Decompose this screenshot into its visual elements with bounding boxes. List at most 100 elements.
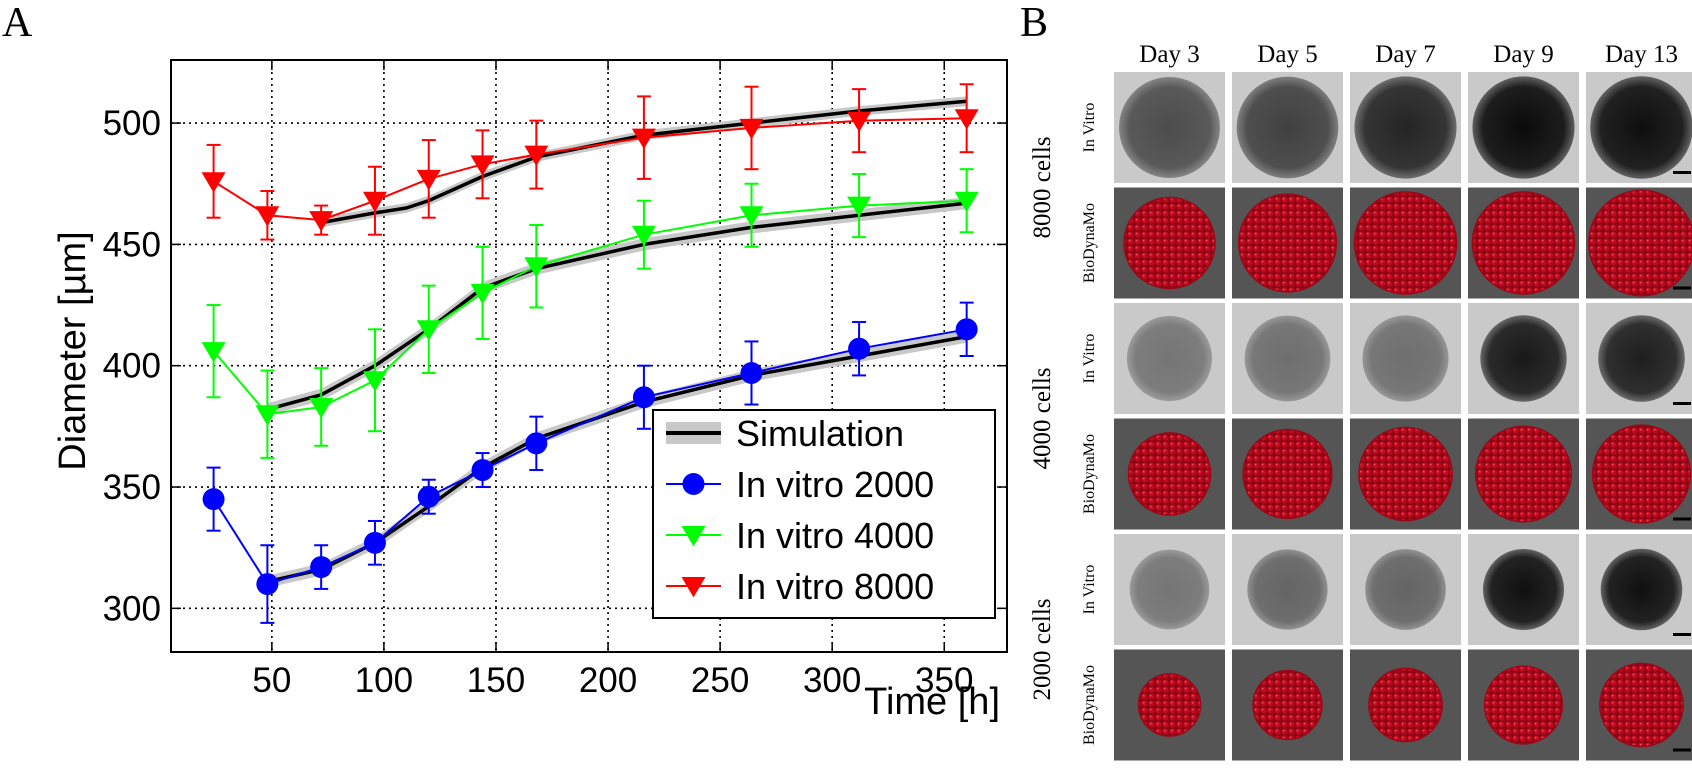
invitro-image-tile bbox=[1586, 303, 1692, 414]
data-point bbox=[310, 556, 333, 579]
model-image-tile bbox=[1114, 418, 1225, 530]
data-point bbox=[632, 386, 655, 409]
chart-legend: Simulation In vitro 2000 In vitro 4000 In v… bbox=[652, 409, 996, 619]
column-header: Day 7 bbox=[1375, 41, 1435, 68]
spheroid-photo bbox=[1129, 549, 1210, 630]
panel-letter-b: B bbox=[1020, 0, 1048, 46]
invitro-image-tile bbox=[1468, 72, 1579, 183]
spheroid-photo bbox=[1600, 548, 1683, 631]
legend-marker bbox=[682, 473, 705, 495]
data-point bbox=[309, 211, 334, 232]
spheroid-photo bbox=[1480, 315, 1567, 402]
invitro-image-tile bbox=[1114, 72, 1225, 183]
simulation-line bbox=[267, 334, 968, 584]
data-point bbox=[309, 397, 334, 419]
model-image-tile bbox=[1350, 649, 1461, 761]
spheroid-photo bbox=[1119, 77, 1220, 178]
data-point bbox=[739, 206, 764, 227]
spheroid-model bbox=[1242, 428, 1333, 520]
spheroid-model bbox=[1358, 426, 1453, 522]
y-tick-label: 300 bbox=[103, 589, 161, 628]
spheroid-model bbox=[1599, 662, 1684, 748]
column-header: Day 13 bbox=[1605, 41, 1678, 68]
data-point bbox=[255, 206, 280, 227]
invitro-image-tile bbox=[1350, 72, 1461, 183]
panel-letter-a: A bbox=[2, 0, 33, 46]
group-label: 2000 cells bbox=[1029, 598, 1056, 700]
y-axis-label: Diameter [µm] bbox=[52, 231, 94, 470]
invitro-image-tile bbox=[1232, 72, 1343, 183]
column-header: Day 3 bbox=[1139, 41, 1199, 68]
y-tick-label: 350 bbox=[103, 468, 161, 507]
y-tick-label: 500 bbox=[103, 104, 161, 143]
model-image-tile bbox=[1468, 187, 1579, 299]
legend-marker bbox=[681, 577, 706, 598]
data-point bbox=[255, 405, 280, 426]
model-image-tile bbox=[1586, 418, 1692, 530]
legend-label: Simulation bbox=[736, 413, 904, 454]
scale-bar bbox=[1673, 402, 1691, 405]
row-label-model: BioDynaMo bbox=[1081, 665, 1098, 745]
data-point bbox=[416, 320, 441, 341]
data-point bbox=[847, 111, 872, 133]
column-header: Day 5 bbox=[1257, 41, 1317, 68]
y-tick-label: 400 bbox=[103, 347, 161, 386]
invitro-layer bbox=[201, 83, 979, 624]
data-point bbox=[954, 109, 979, 130]
model-image-tile bbox=[1350, 418, 1461, 530]
data-point bbox=[201, 342, 226, 363]
data-point bbox=[955, 318, 978, 341]
x-tick-label: 100 bbox=[355, 661, 413, 700]
data-point bbox=[202, 488, 225, 511]
simulation-layer bbox=[266, 96, 968, 588]
invitro-image-tile bbox=[1232, 534, 1343, 645]
spheroid-model bbox=[1368, 667, 1443, 743]
data-point bbox=[847, 196, 872, 217]
invitro-image-tile bbox=[1350, 303, 1461, 414]
simulation-line bbox=[320, 99, 967, 225]
model-image-tile bbox=[1232, 187, 1343, 299]
spheroid-model bbox=[1237, 193, 1338, 293]
spheroid-model bbox=[1483, 665, 1564, 745]
group-label: 4000 cells bbox=[1029, 367, 1056, 469]
x-tick-label: 200 bbox=[579, 661, 637, 700]
spheroid-photo bbox=[1236, 76, 1339, 179]
spheroid-photo bbox=[1362, 315, 1449, 402]
legend-label: In vitro 4000 bbox=[736, 515, 934, 556]
scale-bar bbox=[1673, 633, 1691, 636]
row-label-model: BioDynaMo bbox=[1081, 434, 1098, 514]
simulation-line bbox=[266, 201, 967, 412]
model-image-tile bbox=[1586, 649, 1692, 761]
model-image-tile bbox=[1468, 418, 1579, 530]
row-label-model: BioDynaMo bbox=[1081, 203, 1098, 283]
row-label-vitro: In Vitro bbox=[1081, 334, 1098, 384]
legend-marker bbox=[681, 526, 706, 547]
spheroid-model bbox=[1123, 196, 1216, 290]
data-point bbox=[848, 337, 871, 360]
spheroid-photo bbox=[1482, 548, 1565, 631]
data-point bbox=[256, 573, 279, 596]
model-image-tile bbox=[1114, 187, 1225, 299]
spheroid-photo bbox=[1472, 76, 1575, 179]
invitro-image-tile bbox=[1114, 534, 1225, 645]
spheroid-photo bbox=[1126, 315, 1213, 402]
data-point bbox=[524, 257, 549, 278]
invitro-image-tile bbox=[1586, 72, 1692, 183]
model-image-tile bbox=[1232, 649, 1343, 761]
axis-ticks: 50 100 150 200 250 300 350 300 350 400 450 500 bbox=[103, 60, 1007, 700]
group-label: 8000 cells bbox=[1029, 136, 1056, 238]
spheroid-photo bbox=[1598, 315, 1685, 402]
spheroid-photo bbox=[1354, 76, 1457, 179]
spheroid-image-grid: Day 3 Day 5 Day 7 Day 9 Day 13 8000 cells In V… bbox=[1029, 41, 1692, 761]
model-image-tile bbox=[1114, 649, 1225, 761]
spheroid-model bbox=[1475, 425, 1572, 523]
data-point bbox=[524, 145, 549, 167]
data-point bbox=[363, 531, 386, 554]
data-point bbox=[631, 225, 656, 247]
spheroid-photo bbox=[1365, 549, 1446, 630]
scale-bar bbox=[1673, 748, 1691, 752]
spheroid-photo bbox=[1590, 76, 1692, 179]
spheroid-model bbox=[1137, 673, 1202, 737]
data-point bbox=[631, 128, 656, 150]
